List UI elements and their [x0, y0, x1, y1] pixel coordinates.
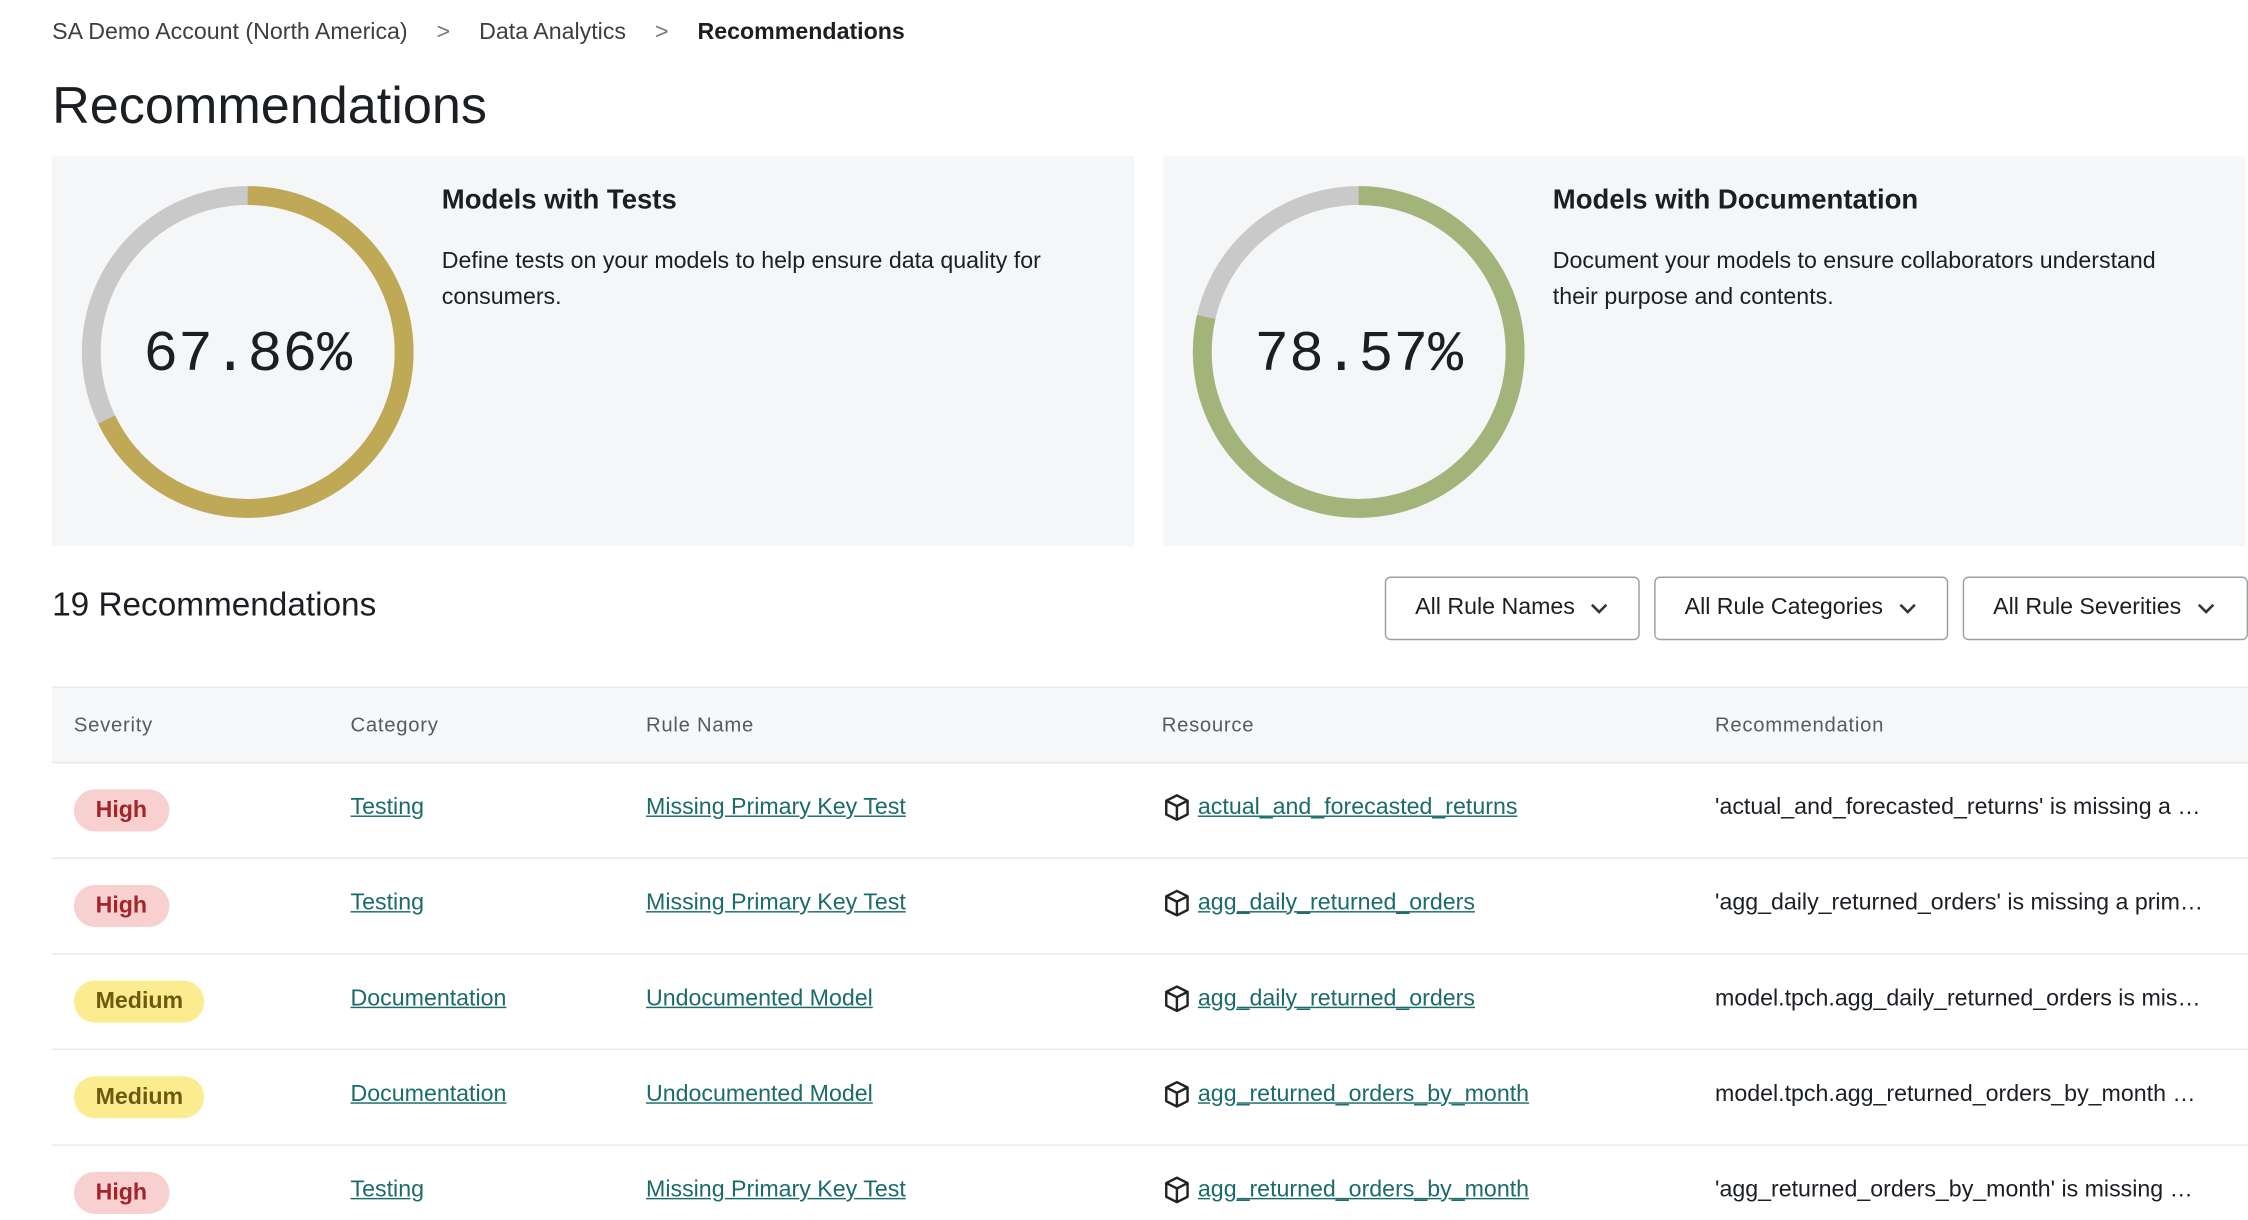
chevron-icon	[1591, 603, 1608, 614]
card-description: Define tests on your models to help ensu…	[441, 249, 1041, 310]
model-icon	[1165, 985, 1189, 1013]
table-row: Medium Documentation Undocumented Model agg…	[52, 1050, 2248, 1146]
filter-dropdown[interactable]: All Rule Categories	[1654, 576, 1949, 641]
cube	[1165, 889, 1189, 917]
column-header: Severity	[73, 712, 153, 736]
cube	[1165, 985, 1189, 1013]
table-link[interactable]: agg_daily_returned_orders	[1197, 985, 1475, 1011]
table-link[interactable]: agg_daily_returned_orders	[1197, 890, 1475, 915]
table-link[interactable]: Documentation	[350, 986, 507, 1012]
severity-badge: High	[73, 885, 169, 928]
filter-dropdown[interactable]: All Rule Names	[1384, 576, 1640, 641]
table-link[interactable]: Testing	[350, 795, 424, 820]
gauge-value: 67.86%	[143, 323, 352, 388]
filter-label: All Rule Severities	[1993, 595, 2182, 620]
breadcrumb-item[interactable]: SA Demo Account (North America)	[52, 20, 408, 45]
recommendation-text: model.tpch.agg_returned_orders_by_month …	[1715, 1082, 2196, 1107]
resource-cell: agg_daily_returned_orders	[1162, 984, 1475, 1014]
severity-badge: Medium	[73, 1076, 205, 1119]
gauge-value: 78.57%	[1254, 323, 1463, 388]
chevron	[2197, 603, 2214, 614]
recommendation-text: 'agg_daily_returned_orders' is missing a…	[1715, 890, 2204, 916]
table-link[interactable]: Testing	[350, 1177, 424, 1203]
table-row: High Testing Missing Primary Key Test agg_r…	[52, 1146, 2248, 1220]
gauge: 67.86%	[81, 186, 414, 518]
table-link[interactable]: Testing	[350, 890, 424, 916]
column-header: Recommendation	[1715, 712, 1885, 736]
filter-dropdown[interactable]: All Rule Severities	[1962, 576, 2248, 641]
chevron	[1899, 603, 1916, 614]
gauge-arc	[1192, 186, 1525, 518]
metric-card: 78.57% Models with Documentation Document …	[1163, 156, 2246, 547]
table-link[interactable]: Undocumented Model	[646, 1082, 873, 1107]
resource-cell: agg_returned_orders_by_month	[1162, 1175, 1529, 1205]
breadcrumb-item[interactable]: Data Analytics	[479, 20, 627, 45]
card-description: Document your models to ensure collabora…	[1552, 249, 2156, 310]
count-label: 19 Recommendations	[52, 585, 377, 623]
metric-card: 67.86% Models with Tests Define tests on y…	[52, 156, 1135, 547]
cube	[1165, 794, 1189, 821]
chevron	[1591, 603, 1608, 614]
column-header: Category	[350, 712, 439, 736]
table-link[interactable]: Undocumented Model	[646, 986, 873, 1012]
model-icon	[1165, 889, 1189, 917]
page-title: Recommendations	[52, 75, 487, 135]
card-title: Models with Tests	[441, 185, 677, 216]
chevron-icon	[1899, 603, 1916, 614]
gauge: 78.57%	[1192, 186, 1525, 518]
table-row: High Testing Missing Primary Key Test agg_d…	[52, 859, 2248, 955]
resource-cell: agg_returned_orders_by_month	[1162, 1079, 1529, 1109]
gauge-arc	[81, 186, 414, 518]
column-header: Rule Name	[646, 712, 754, 736]
recommendation-text: 'actual_and_forecasted_returns' is missi…	[1715, 795, 2201, 820]
table: Severity Category Rule Name Resource Recomme…	[52, 686, 2248, 1220]
table-link[interactable]: agg_returned_orders_by_month	[1197, 1081, 1530, 1106]
table-row: High Testing Missing Primary Key Test actua…	[52, 763, 2248, 859]
recommendation-text: model.tpch.agg_daily_returned_orders is …	[1715, 986, 2201, 1012]
chevron-icon	[2197, 603, 2214, 614]
card-title: Models with Documentation	[1552, 185, 1919, 216]
model-icon	[1165, 794, 1189, 821]
severity-badge: High	[73, 789, 169, 832]
model-icon	[1165, 1176, 1189, 1204]
cube	[1165, 1176, 1189, 1204]
severity-badge: High	[73, 1171, 169, 1214]
model-icon	[1165, 1080, 1189, 1108]
breadcrumb: SA Demo Account (North America) > Data An…	[52, 20, 905, 45]
resource-cell: actual_and_forecasted_returns	[1162, 792, 1518, 822]
table-link[interactable]: Missing Primary Key Test	[646, 1177, 906, 1203]
cube	[1165, 1080, 1189, 1108]
resource-cell: agg_daily_returned_orders	[1162, 888, 1475, 918]
table-link[interactable]: agg_returned_orders_by_month	[1197, 1176, 1530, 1202]
breadcrumb-item: Recommendations	[697, 20, 905, 45]
filter-label: All Rule Categories	[1684, 595, 1883, 620]
table-row: Medium Documentation Undocumented Model agg…	[52, 955, 2248, 1051]
table-link[interactable]: Missing Primary Key Test	[646, 890, 906, 916]
column-header: Resource	[1161, 712, 1255, 736]
filter-label: All Rule Names	[1415, 595, 1575, 620]
table-link[interactable]: Missing Primary Key Test	[646, 795, 906, 820]
table-header: Severity Category Rule Name Resource Recomme…	[52, 686, 2248, 764]
table-link[interactable]: Documentation	[350, 1082, 507, 1107]
severity-badge: Medium	[73, 980, 205, 1023]
table-link[interactable]: actual_and_forecasted_returns	[1197, 794, 1518, 820]
recommendation-text: 'agg_returned_orders_by_month' is missin…	[1715, 1177, 2193, 1203]
